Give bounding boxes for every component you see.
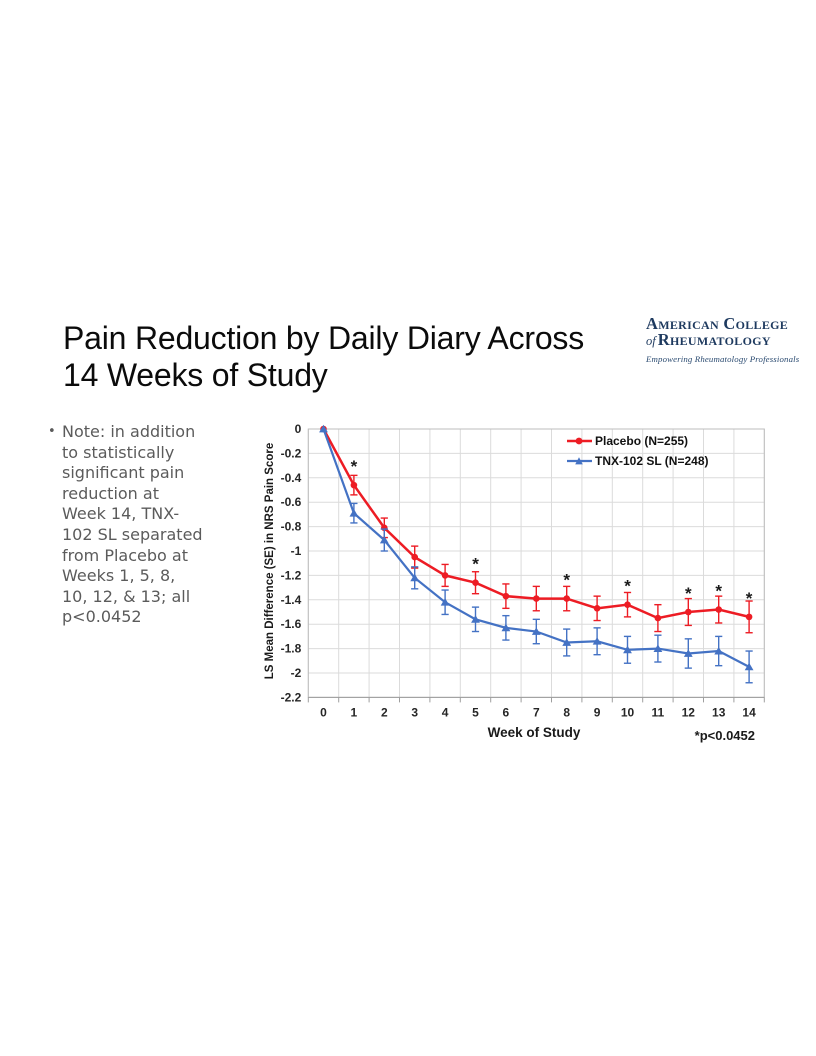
- placebo-marker: [715, 606, 722, 613]
- placebo-marker: [685, 608, 692, 616]
- x-axis-title: Week of Study: [487, 725, 581, 740]
- note-line: Week 14, TNX-: [62, 504, 180, 524]
- x-tick-label: 5: [472, 705, 479, 719]
- x-tick-label: 1: [351, 705, 358, 719]
- tnx102sl-marker: [379, 535, 389, 544]
- acr-logo-of: of: [646, 334, 656, 348]
- y-tick-label: -0.4: [281, 471, 302, 485]
- acr-logo: American College of Rheumatology Empoweri…: [646, 314, 816, 367]
- chart-footnote: *p<0.0452: [694, 728, 755, 743]
- significance-star: *: [715, 582, 722, 601]
- placebo-marker: [441, 572, 449, 579]
- placebo-marker: [654, 614, 662, 622]
- note-line: 102 SL separated: [62, 524, 203, 544]
- chart-legend: Placebo (N=255) TNX-102 SL (N=248): [566, 431, 709, 471]
- x-tick-label: 3: [411, 705, 418, 719]
- x-tick-label: 9: [594, 705, 601, 719]
- acr-logo-name: Rheumatology: [657, 330, 771, 349]
- significance-star: *: [746, 589, 753, 608]
- placebo-marker: [350, 481, 358, 489]
- tnx102sl-marker: [683, 649, 693, 657]
- significance-star: *: [624, 577, 631, 596]
- tnx102sl-marker: [623, 645, 632, 654]
- y-tick-label: -2: [291, 666, 302, 680]
- legend-label-tnx102sl: TNX-102 SL (N=248): [595, 454, 709, 468]
- placebo-marker: [624, 601, 631, 608]
- tnx102sl-marker: [714, 646, 724, 655]
- note-line: p<0.0452: [62, 607, 142, 627]
- significance-star: *: [563, 571, 570, 590]
- note-line: significant pain: [62, 463, 185, 483]
- note-block: • Note: in addition to statistically signi…: [46, 422, 264, 628]
- note-line: reduction at: [62, 483, 159, 503]
- placebo-marker: [472, 579, 479, 587]
- tnx102sl-marker: [501, 623, 511, 632]
- placebo-marker: [411, 553, 418, 561]
- x-tick-label: 11: [652, 705, 665, 719]
- note-line: 10, 12, & 13; all: [62, 586, 191, 606]
- acr-logo-line2: of Rheumatology: [646, 330, 816, 349]
- tnx102sl-marker: [319, 424, 328, 433]
- x-tick-label: 4: [442, 705, 449, 719]
- legend-label-placebo: Placebo (N=255): [595, 434, 689, 448]
- placebo-marker: [502, 592, 510, 600]
- note-line: Weeks 1, 5, 8,: [62, 566, 176, 586]
- y-axis-title: LS Mean Difference (SE) in NRS Pain Scor…: [264, 442, 276, 680]
- legend-item-placebo: Placebo (N=255): [566, 431, 709, 451]
- y-tick-label: -2.2: [281, 690, 302, 704]
- note-line: Note: in addition: [62, 422, 196, 441]
- placebo-marker: [593, 605, 601, 612]
- tnx102sl-marker: [562, 638, 572, 646]
- y-tick-label: -1.6: [281, 617, 302, 631]
- tnx102sl-marker: [653, 644, 663, 652]
- significance-star: *: [351, 457, 358, 476]
- placebo-marker: [533, 595, 540, 602]
- x-tick-label: 2: [381, 705, 388, 719]
- tnx102sl-marker: [592, 637, 602, 645]
- tnx102sl-marker: [744, 662, 754, 671]
- tnx102sl-marker: [471, 615, 480, 623]
- page-title: Pain Reduction by Daily Diary Across 14 …: [63, 320, 584, 394]
- tnx102sl-marker: [531, 627, 541, 635]
- x-tick-label: 6: [503, 705, 510, 719]
- y-tick-label: 0: [295, 422, 302, 436]
- placebo-marker: [563, 595, 570, 602]
- note-line: from Placebo at: [62, 545, 188, 565]
- tnx102sl-legend-swatch: [567, 457, 592, 465]
- y-tick-label: -1.8: [281, 642, 302, 656]
- tnx102sl-marker: [349, 508, 359, 517]
- page-title-line1: Pain Reduction by Daily Diary Across: [63, 320, 585, 356]
- pain-reduction-chart: 0 -0.2 -0.4 -0.6 -0.8 -1 -1.2 -1.4 -1.6 -1.8 -2 -2.…: [281, 422, 765, 719]
- x-tick-label: 12: [682, 705, 696, 719]
- y-tick-label: -0.8: [281, 520, 302, 534]
- significance-star: *: [685, 584, 692, 603]
- acr-logo-line1: American College: [646, 314, 789, 333]
- x-tick-label: 14: [742, 705, 756, 719]
- tnx102sl-marker: [410, 573, 420, 582]
- significance-star: *: [472, 555, 479, 574]
- note-text: Note: in addition to statistically signifi…: [46, 422, 264, 628]
- x-tick-label: 0: [320, 705, 327, 719]
- placebo-marker: [745, 613, 753, 621]
- x-tick-label: 8: [563, 705, 570, 719]
- legend-item-tnx102sl: TNX-102 SL (N=248): [566, 451, 709, 471]
- y-tick-label: -0.2: [281, 446, 302, 460]
- acr-logo-tagline: Empowering Rheumatology Professionals: [646, 354, 800, 364]
- x-tick-label: 13: [712, 705, 726, 719]
- note-line: to statistically: [62, 442, 175, 462]
- y-tick-label: -1: [291, 544, 302, 558]
- y-tick-label: -1.2: [281, 568, 302, 582]
- page-title-line2: 14 Weeks of Study: [63, 357, 328, 393]
- y-tick-label: -0.6: [281, 495, 302, 509]
- tnx102sl-marker: [440, 598, 450, 606]
- x-tick-label: 10: [621, 705, 635, 719]
- bullet-point: •: [48, 424, 56, 439]
- placebo-legend-swatch: [567, 437, 592, 445]
- y-tick-label: -1.4: [281, 593, 302, 607]
- x-tick-label: 7: [533, 705, 540, 719]
